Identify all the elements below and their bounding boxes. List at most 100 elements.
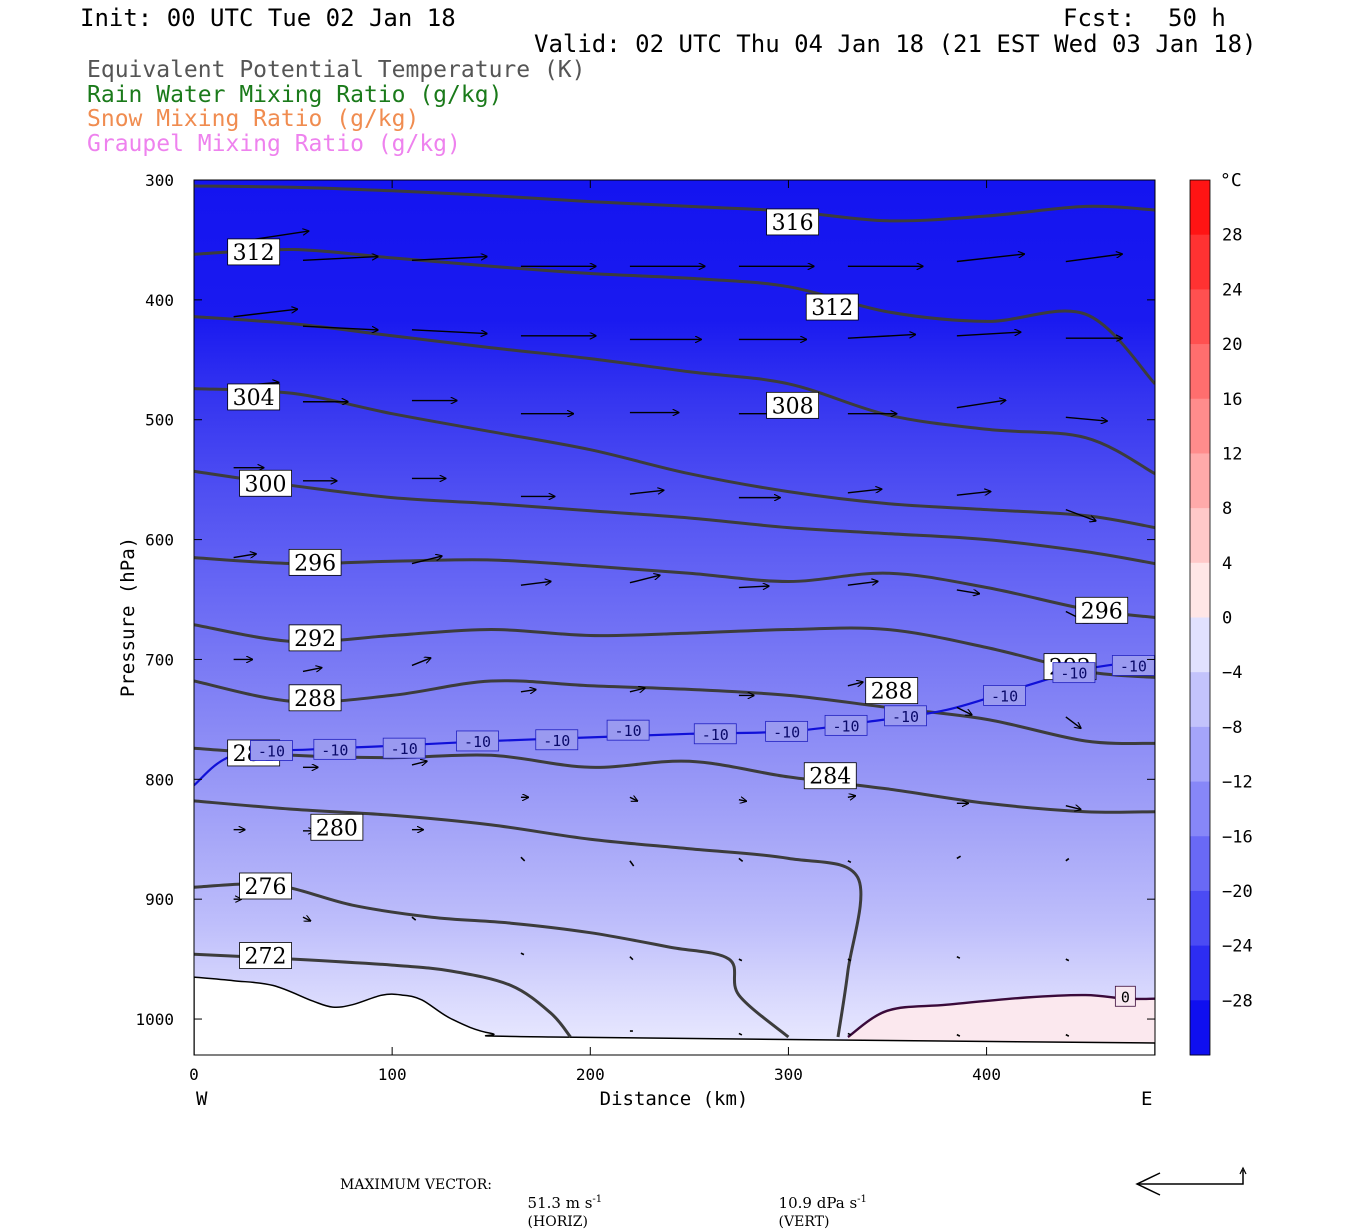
colorbar-bin (1190, 617, 1210, 673)
theta-e-label-box (865, 677, 919, 705)
isotherm-label-box (1111, 655, 1155, 676)
theta-e-contour-280 (194, 799, 863, 1038)
colorbar-tick-label: 24 (1222, 280, 1242, 300)
colorbar-bin (1190, 398, 1210, 454)
legend-snow: Snow Mixing Ratio (g/kg) (87, 106, 420, 132)
vert-tag: (VERT) (778, 1214, 830, 1230)
isotherm-zero-label: 0 (1121, 988, 1130, 1006)
forecast-label: Fcst: (1063, 4, 1136, 32)
theta-e-contour-304 (194, 387, 1155, 530)
wind-vector (1065, 958, 1070, 962)
plot-frame (193, 179, 1156, 1056)
wind-vector (411, 761, 427, 765)
theta-e-label: 288 (871, 680, 913, 705)
colorbar-bin (1190, 234, 1210, 290)
wind-vector (847, 796, 856, 798)
isotherm-label: -10 (464, 733, 491, 751)
x-tick-label: 200 (576, 1065, 605, 1084)
theta-e-label: 292 (294, 627, 336, 652)
wind-vector (1065, 416, 1107, 421)
colorbar-bin (1190, 289, 1210, 345)
isotherm-label-box (535, 729, 579, 751)
colorbar-tick-label: 28 (1222, 226, 1242, 246)
wind-vector (847, 1032, 852, 1036)
wind-vector (302, 668, 322, 672)
colorbar-tick-label: 16 (1222, 390, 1242, 410)
theta-e-contour-308 (194, 315, 1155, 476)
wind-vector (520, 952, 525, 956)
wind-vector (233, 309, 298, 318)
forecast-hour: 50 h (1168, 4, 1226, 32)
wind-vector (411, 916, 417, 921)
theta-e-label: 284 (809, 765, 851, 790)
theta-e-label: 316 (772, 211, 814, 236)
wind-vector (302, 917, 311, 921)
isotherm-label: -10 (702, 726, 729, 744)
wind-vector (847, 682, 863, 686)
theta-e-label: 296 (1081, 599, 1123, 624)
wind-vector (847, 958, 852, 962)
wind-vector (1065, 857, 1070, 862)
colorbar-bin (1190, 945, 1210, 1001)
wind-vector (847, 489, 882, 494)
x-tick-label: 400 (972, 1065, 1001, 1084)
isotherm-label: -10 (321, 741, 348, 759)
wind-vector (1065, 716, 1081, 728)
isotherm-label-box (456, 730, 499, 752)
theta-e-label: 276 (245, 875, 287, 900)
wind-vector (956, 590, 980, 594)
x-axis-label: Distance (km) (600, 1088, 749, 1110)
theta-e-label-box (288, 684, 342, 712)
wind-vector (956, 491, 991, 496)
wind-vector (847, 334, 916, 339)
isotherm-label: -10 (391, 740, 418, 758)
theta-e-label: 272 (245, 945, 287, 970)
west-label: W (196, 1088, 208, 1110)
theta-e-contour-292 (194, 623, 1155, 679)
y-tick-label: 1000 (135, 1010, 174, 1029)
isotherm-label: -10 (1060, 665, 1087, 683)
wind-vector (629, 956, 634, 961)
theta-e-label: 312 (811, 296, 853, 321)
wind-vector (629, 688, 645, 692)
isotherm-label: -10 (543, 732, 570, 750)
temperature-shading (194, 180, 1155, 1055)
reference-vector-icon (1135, 1166, 1247, 1196)
wind-vector (302, 257, 378, 262)
colorbar-tick-label: 8 (1222, 499, 1232, 519)
y-tick-label: 900 (145, 890, 174, 909)
isotherm-label-box (693, 723, 737, 745)
isotherm-label-box (983, 685, 1026, 706)
vert-value: 10.9 dPa s (778, 1194, 858, 1212)
theta-e-contour-276 (194, 882, 790, 1039)
isotherm-label: -10 (892, 708, 919, 726)
wind-vector (956, 332, 1021, 337)
horiz-tag: (HORIZ) (527, 1214, 588, 1230)
wind-vector (520, 856, 526, 862)
y-tick-label: 500 (145, 411, 174, 430)
theta-e-contour-284 (194, 746, 1155, 814)
wind-vector (520, 581, 551, 586)
legend-theta-e: Equivalent Potential Temperature (K) (87, 57, 586, 83)
colorbar-tick-label: 12 (1222, 444, 1242, 464)
isotherm-label-box (250, 740, 293, 761)
terrain (194, 976, 1155, 1055)
isotherm-label-box (606, 719, 650, 741)
y-tick-label: 300 (145, 171, 174, 190)
east-label: E (1141, 1088, 1152, 1110)
theta-e-label-box (239, 469, 292, 497)
wind-vector (738, 958, 743, 962)
theta-e-label: 296 (294, 551, 336, 576)
theta-e-label: 280 (316, 816, 358, 841)
isotherm-label: -10 (615, 722, 642, 740)
wind-vector (847, 581, 878, 586)
wind-vector (1065, 254, 1122, 263)
theta-e-label-box (239, 942, 292, 969)
theta-e-label-box (227, 238, 281, 266)
colorbar-bin (1190, 781, 1210, 837)
cross-section-chart: 3163123123083043002962962922922882882842… (117, 170, 1253, 1196)
colorbar-tick-label: 20 (1222, 335, 1242, 355)
colorbar-tick-label: −12 (1222, 773, 1253, 793)
wind-vector (956, 254, 1025, 263)
colorbar-bin (1190, 508, 1210, 564)
